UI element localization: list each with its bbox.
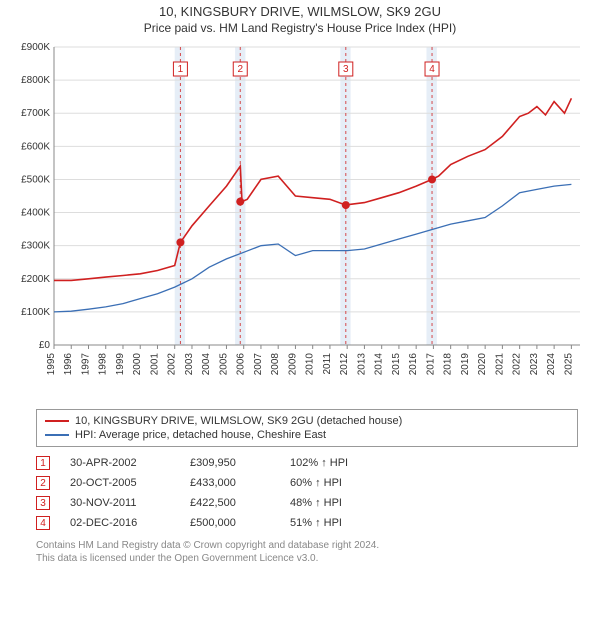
svg-text:2000: 2000	[132, 353, 143, 376]
page-title: 10, KINGSBURY DRIVE, WILMSLOW, SK9 2GU	[0, 4, 600, 19]
svg-text:2011: 2011	[322, 353, 333, 375]
legend-item: HPI: Average price, detached house, Ches…	[45, 428, 569, 442]
svg-text:2022: 2022	[512, 353, 523, 376]
svg-text:2008: 2008	[270, 353, 281, 376]
transaction-pct-vs-hpi: 48% ↑ HPI	[290, 497, 400, 509]
svg-text:2020: 2020	[477, 353, 488, 376]
transaction-price: £309,950	[190, 457, 270, 469]
svg-text:2018: 2018	[443, 353, 454, 376]
transactions-table: 1 30-APR-2002 £309,950 102% ↑ HPI 2 20-OCT-20…	[36, 453, 578, 533]
legend-item: 10, KINGSBURY DRIVE, WILMSLOW, SK9 2GU (…	[45, 414, 569, 428]
footer-attribution: Contains HM Land Registry data © Crown c…	[36, 539, 578, 565]
svg-text:2004: 2004	[201, 353, 212, 376]
svg-text:4: 4	[429, 64, 435, 75]
svg-text:£500K: £500K	[21, 174, 50, 185]
svg-text:2003: 2003	[184, 353, 195, 376]
svg-text:£100K: £100K	[21, 307, 50, 318]
transaction-marker: 3	[36, 496, 50, 510]
svg-text:2009: 2009	[287, 353, 298, 376]
legend: 10, KINGSBURY DRIVE, WILMSLOW, SK9 2GU (…	[36, 409, 578, 447]
svg-text:2014: 2014	[374, 353, 385, 376]
svg-text:1996: 1996	[63, 353, 74, 376]
svg-text:2012: 2012	[339, 353, 350, 376]
footer-line-1: Contains HM Land Registry data © Crown c…	[36, 539, 578, 552]
transaction-date: 02-DEC-2016	[70, 517, 170, 529]
transaction-date: 30-APR-2002	[70, 457, 170, 469]
transaction-pct-vs-hpi: 60% ↑ HPI	[290, 477, 400, 489]
svg-text:1: 1	[178, 64, 184, 75]
transaction-date: 20-OCT-2005	[70, 477, 170, 489]
svg-text:3: 3	[343, 64, 349, 75]
svg-text:£600K: £600K	[21, 141, 50, 152]
transaction-price: £500,000	[190, 517, 270, 529]
svg-text:2010: 2010	[305, 353, 316, 376]
price-chart: £0 £100K £200K £300K £400K £500K £600K £700K £80…	[10, 41, 590, 401]
svg-text:2001: 2001	[149, 353, 160, 376]
svg-text:2002: 2002	[167, 353, 178, 376]
legend-label: HPI: Average price, detached house, Ches…	[75, 429, 326, 441]
transaction-row: 2 20-OCT-2005 £433,000 60% ↑ HPI	[36, 473, 578, 493]
svg-text:2024: 2024	[546, 353, 557, 376]
svg-text:£800K: £800K	[21, 75, 50, 86]
svg-text:£300K: £300K	[21, 241, 50, 252]
svg-text:2015: 2015	[391, 353, 402, 376]
svg-text:£0: £0	[39, 340, 51, 351]
svg-text:£400K: £400K	[21, 208, 50, 219]
svg-text:2023: 2023	[529, 353, 540, 376]
transaction-marker: 1	[36, 456, 50, 470]
footer-line-2: This data is licensed under the Open Gov…	[36, 552, 578, 565]
transaction-marker: 2	[36, 476, 50, 490]
svg-text:1998: 1998	[98, 353, 109, 376]
svg-text:2013: 2013	[356, 353, 367, 376]
transaction-price: £422,500	[190, 497, 270, 509]
svg-text:2016: 2016	[408, 353, 419, 376]
svg-text:2021: 2021	[494, 353, 505, 376]
svg-text:£900K: £900K	[21, 42, 50, 53]
svg-text:1995: 1995	[46, 353, 57, 376]
svg-text:1997: 1997	[80, 353, 91, 376]
svg-text:2017: 2017	[425, 353, 436, 376]
svg-text:2025: 2025	[563, 353, 574, 376]
transaction-date: 30-NOV-2011	[70, 497, 170, 509]
transaction-row: 1 30-APR-2002 £309,950 102% ↑ HPI	[36, 453, 578, 473]
transaction-pct-vs-hpi: 51% ↑ HPI	[290, 517, 400, 529]
svg-text:2005: 2005	[218, 353, 229, 376]
svg-text:2: 2	[237, 64, 243, 75]
svg-text:£700K: £700K	[21, 108, 50, 119]
page-subtitle: Price paid vs. HM Land Registry's House …	[0, 21, 600, 35]
legend-swatch	[45, 434, 69, 436]
transaction-marker: 4	[36, 516, 50, 530]
svg-text:2006: 2006	[236, 353, 247, 376]
transaction-row: 3 30-NOV-2011 £422,500 48% ↑ HPI	[36, 493, 578, 513]
transaction-pct-vs-hpi: 102% ↑ HPI	[290, 457, 400, 469]
svg-text:2019: 2019	[460, 353, 471, 376]
svg-text:£200K: £200K	[21, 274, 50, 285]
transaction-row: 4 02-DEC-2016 £500,000 51% ↑ HPI	[36, 513, 578, 533]
svg-text:1999: 1999	[115, 353, 126, 376]
legend-label: 10, KINGSBURY DRIVE, WILMSLOW, SK9 2GU (…	[75, 415, 402, 427]
legend-swatch	[45, 420, 69, 422]
transaction-price: £433,000	[190, 477, 270, 489]
svg-text:2007: 2007	[253, 353, 264, 376]
